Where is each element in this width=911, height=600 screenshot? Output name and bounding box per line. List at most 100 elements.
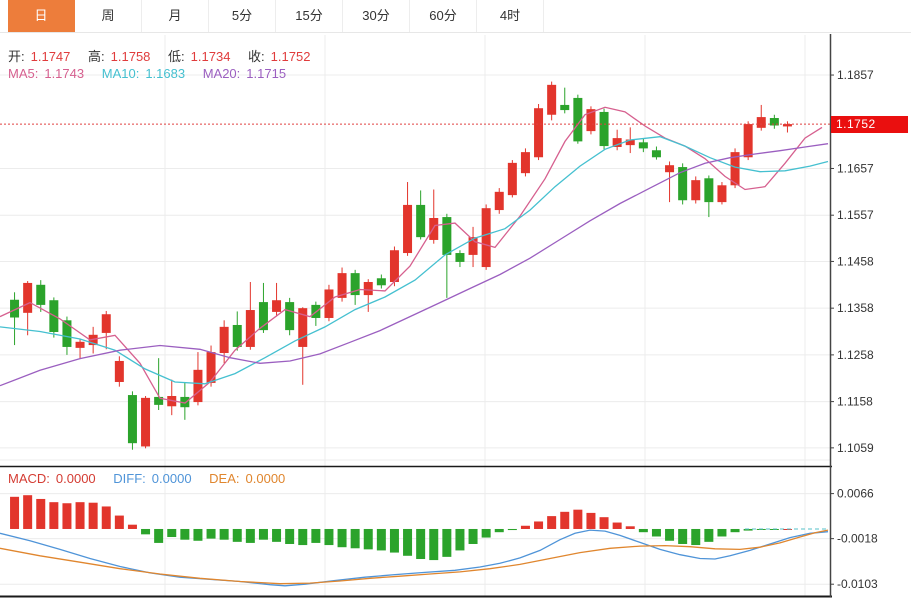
- candle: [586, 109, 596, 132]
- tab-60min[interactable]: 60分: [410, 0, 477, 32]
- candle: [75, 341, 85, 348]
- dea-line: [0, 529, 829, 585]
- macd-bar: [638, 528, 648, 533]
- gridlines: [0, 35, 830, 596]
- tab-15min[interactable]: 15分: [276, 0, 343, 32]
- axis-label: 0.0066: [837, 487, 874, 501]
- ma5-line: [0, 106, 823, 404]
- candle: [599, 111, 609, 147]
- macd-bar: [599, 517, 609, 529]
- chart-canvas[interactable]: 1.1857 1.1657 1.1557 1.1458 1.1358 1.1258 1.11…: [0, 33, 911, 600]
- macd-bar: [167, 528, 177, 538]
- candle: [507, 162, 517, 196]
- macd-bar: [154, 528, 164, 543]
- candle: [193, 369, 203, 403]
- macd-bar: [258, 528, 268, 540]
- candle: [416, 204, 426, 238]
- candle: [651, 150, 661, 158]
- macd-bar: [730, 528, 740, 533]
- candle: [258, 302, 268, 331]
- axis-label: -0.0018: [837, 532, 878, 546]
- candle: [717, 185, 727, 203]
- candle: [638, 142, 648, 149]
- macd-bar: [285, 528, 295, 544]
- macd-bar: [717, 528, 727, 537]
- macd-bar: [651, 528, 661, 537]
- candle: [665, 165, 675, 173]
- macd-bar: [494, 528, 504, 533]
- macd-bar: [363, 528, 373, 550]
- tab-month[interactable]: 月: [142, 0, 209, 32]
- macd-bar: [586, 512, 596, 529]
- ma-lines: [0, 106, 829, 404]
- candle: [206, 352, 216, 383]
- ma10-line: [0, 136, 829, 385]
- candle: [520, 152, 530, 174]
- macd-bar: [376, 528, 386, 551]
- candle: [180, 396, 190, 408]
- macd-bar: [180, 528, 190, 540]
- candle: [141, 397, 151, 447]
- candle: [429, 217, 439, 240]
- macd-bar: [350, 528, 360, 549]
- candle: [127, 395, 137, 444]
- candle: [376, 278, 386, 286]
- macd-bar: [10, 496, 20, 529]
- axis-label: 1.1657: [837, 161, 874, 175]
- candle: [625, 139, 635, 146]
- tab-30min[interactable]: 30分: [343, 0, 410, 32]
- macd-bar: [88, 502, 98, 529]
- candle: [547, 84, 557, 115]
- candle: [455, 253, 465, 262]
- macd-bar: [782, 528, 792, 530]
- macd-bar: [101, 506, 111, 529]
- tab-week[interactable]: 周: [75, 0, 142, 32]
- macd-bar: [534, 521, 544, 529]
- candle: [403, 204, 413, 254]
- macd-bar: [560, 511, 570, 529]
- macd-bar: [324, 528, 334, 546]
- candle: [245, 310, 255, 347]
- macd-bar: [232, 528, 242, 542]
- macd-bar: [75, 502, 85, 529]
- candle: [232, 324, 242, 347]
- macd-bar: [389, 528, 399, 553]
- timeframe-tabbar: 日 周 月 5分 15分 30分 60分 4时: [0, 0, 911, 33]
- macd-bar: [416, 528, 426, 560]
- ma20-line: [0, 143, 829, 387]
- macd-bar: [678, 528, 688, 544]
- candle: [573, 97, 583, 142]
- candle: [560, 104, 570, 111]
- axis-label: 1.1059: [837, 441, 874, 455]
- macd-bar: [442, 528, 452, 557]
- macd-bar: [625, 526, 635, 529]
- candle: [389, 250, 399, 283]
- macd-bar: [547, 516, 557, 529]
- macd-bar: [481, 528, 491, 538]
- macd-bar: [704, 528, 714, 542]
- candle: [730, 152, 740, 186]
- chart-area: 1.1857 1.1657 1.1557 1.1458 1.1358 1.1258 1.11…: [0, 33, 911, 600]
- macd-histogram: [10, 495, 828, 561]
- macd-bar: [455, 528, 465, 551]
- candle: [285, 302, 295, 331]
- tab-5min[interactable]: 5分: [209, 0, 276, 32]
- macd-bar: [311, 528, 321, 543]
- macd-bar: [769, 528, 779, 530]
- tab-4hour[interactable]: 4时: [477, 0, 544, 32]
- macd-bar: [36, 498, 46, 529]
- macd-bar: [298, 528, 308, 546]
- macd-bar: [429, 528, 439, 561]
- candle: [769, 118, 779, 126]
- macd-bar: [337, 528, 347, 548]
- macd-lines: [0, 529, 829, 587]
- candle: [534, 108, 544, 158]
- tab-day[interactable]: 日: [8, 0, 75, 32]
- macd-bar: [62, 503, 72, 529]
- macd-bar: [507, 528, 517, 531]
- macd-bar: [743, 528, 753, 531]
- macd-bar: [219, 528, 229, 540]
- axis-label: 1.1458: [837, 254, 874, 268]
- macd-bar: [468, 528, 478, 544]
- macd-bar: [272, 528, 282, 542]
